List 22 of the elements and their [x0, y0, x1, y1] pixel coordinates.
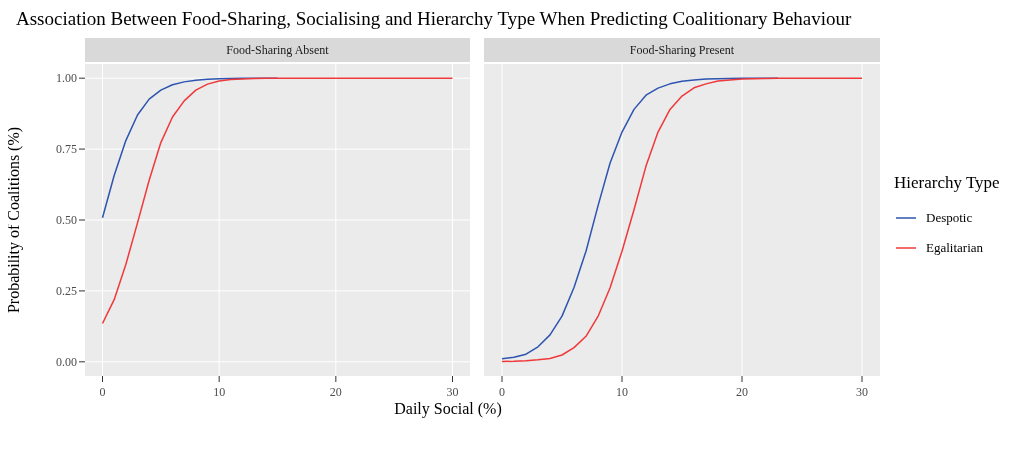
x-tick-label: 10 — [213, 385, 226, 399]
x-tick-label: 30 — [856, 385, 868, 399]
y-tick-label: 0.25 — [56, 284, 77, 299]
y-tick-label: 0.75 — [56, 142, 77, 157]
legend-label: Egalitarian — [926, 240, 984, 256]
y-axis-title: Probability of Coalitions (%) — [4, 126, 23, 314]
x-tick-label: 0 — [99, 385, 106, 399]
x-tick-label: 0 — [499, 385, 505, 399]
x-tick-label: 20 — [329, 385, 342, 399]
chart-title: Association Between Food-Sharing, Socialising and Hierarchy Type When Predicting Coalitionary Behaviour — [15, 8, 853, 31]
y-tick-label: 0.00 — [56, 355, 77, 370]
x-axis-title: Daily Social (%) — [393, 400, 503, 418]
y-tick-label: 1.00 — [56, 71, 77, 86]
legend-label: Despotic — [926, 210, 973, 226]
y-tick-label: 0.50 — [56, 213, 77, 228]
chart-subtitle: Food-Sharing Absent — [85, 38, 470, 62]
x-tick-label: 20 — [736, 385, 748, 399]
line-series — [101, 77, 454, 325]
legend-title: Hierarchy Type — [894, 173, 1001, 193]
x-tick-label: 10 — [616, 385, 628, 399]
chart-subtitle: Food-Sharing Present — [484, 38, 880, 62]
x-tick-label: 30 — [446, 385, 459, 399]
